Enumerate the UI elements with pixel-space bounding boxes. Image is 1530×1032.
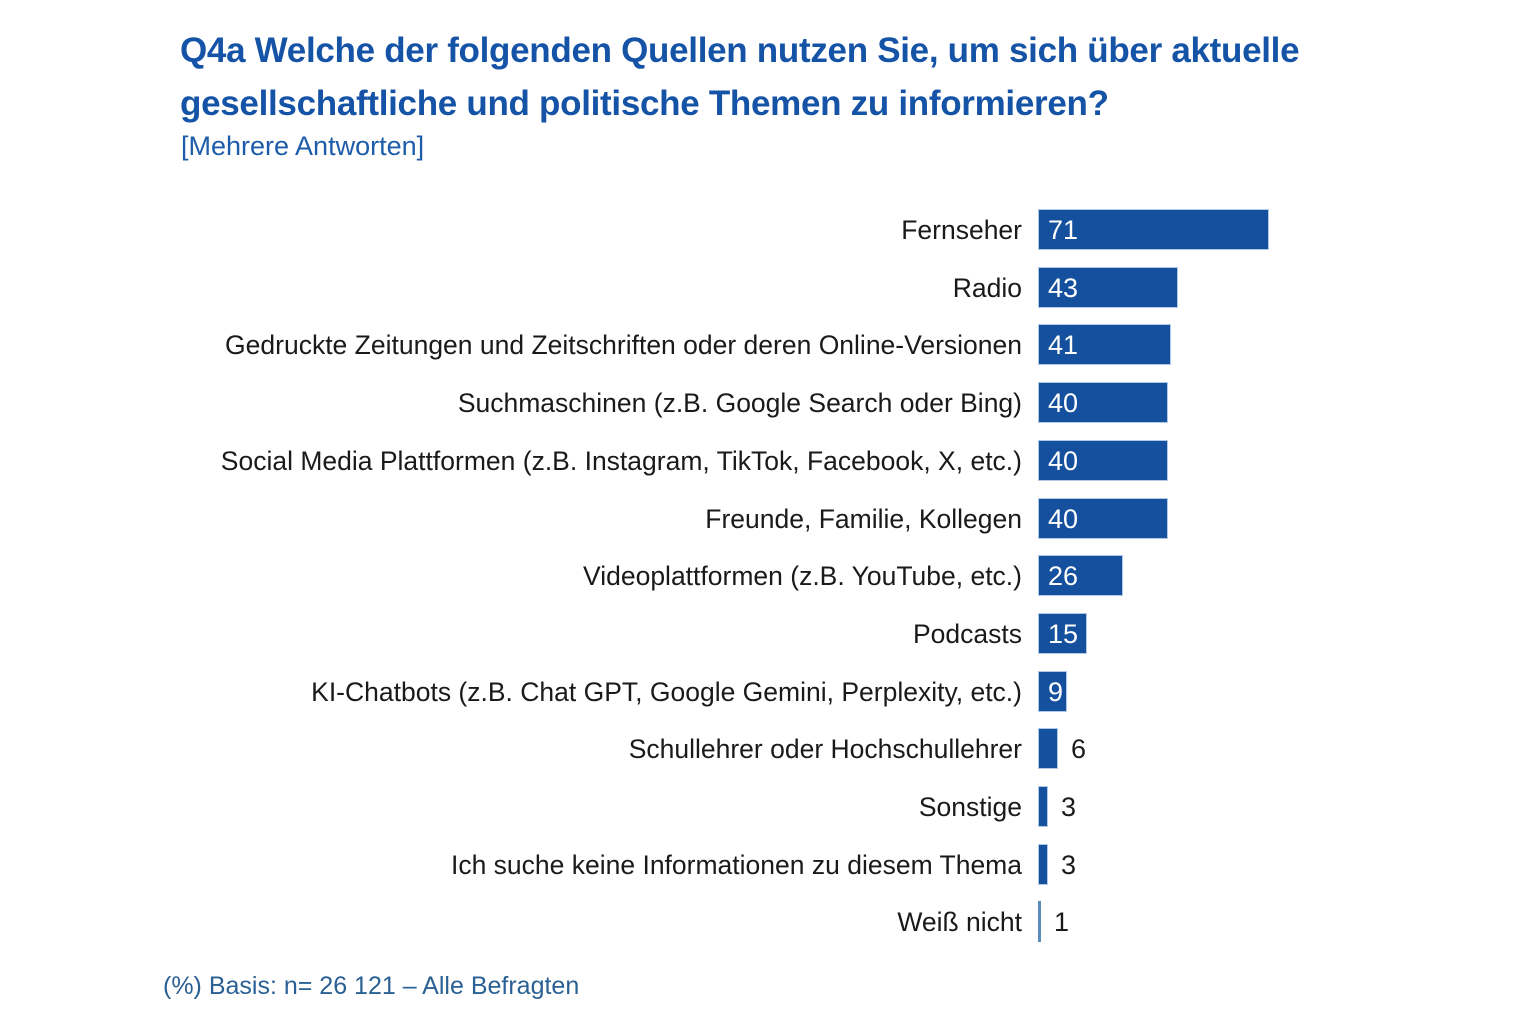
chart-row: Radio 43 bbox=[0, 259, 1530, 317]
value-label: 71 bbox=[1048, 214, 1079, 245]
basis-footnote: (%) Basis: n= 26 121 – Alle Befragten bbox=[163, 972, 580, 1000]
category-label: KI-Chatbots (z.B. Chat GPT, Google Gemin… bbox=[311, 676, 1022, 707]
chart-row: Weiß nicht 1 bbox=[0, 893, 1530, 951]
bar bbox=[1038, 613, 1087, 654]
category-label: Social Media Plattformen (z.B. Instagram… bbox=[220, 445, 1022, 476]
bar bbox=[1038, 786, 1048, 827]
bar bbox=[1038, 555, 1123, 596]
bar bbox=[1038, 844, 1048, 885]
chart-row: Gedruckte Zeitungen und Zeitschriften od… bbox=[0, 316, 1530, 374]
category-label: Radio bbox=[952, 272, 1022, 303]
chart-row: Schullehrer oder Hochschullehrer 6 bbox=[0, 720, 1530, 778]
value-label: 43 bbox=[1048, 272, 1079, 303]
category-label: Schullehrer oder Hochschullehrer bbox=[628, 733, 1022, 764]
chart-title-line1: Q4a Welche der folgenden Quellen nutzen … bbox=[180, 31, 1300, 70]
chart-row: Podcasts 15 bbox=[0, 605, 1530, 663]
bar bbox=[1038, 671, 1067, 712]
category-label: Suchmaschinen (z.B. Google Search oder B… bbox=[457, 387, 1022, 418]
category-label: Weiß nicht bbox=[897, 906, 1022, 937]
bar bbox=[1038, 209, 1269, 250]
category-label: Sonstige bbox=[918, 791, 1022, 822]
chart-row: Freunde, Familie, Kollegen 40 bbox=[0, 490, 1530, 548]
value-label: 1 bbox=[1054, 906, 1070, 937]
chart-row: KI-Chatbots (z.B. Chat GPT, Google Gemin… bbox=[0, 663, 1530, 721]
value-label: 15 bbox=[1048, 618, 1079, 649]
bar bbox=[1038, 901, 1041, 942]
value-label: 41 bbox=[1048, 329, 1079, 360]
chart-title-line2: gesellschaftliche und politische Themen … bbox=[180, 84, 1109, 123]
value-label: 6 bbox=[1071, 733, 1087, 764]
value-label: 40 bbox=[1048, 387, 1079, 418]
bar bbox=[1038, 440, 1168, 481]
bar bbox=[1038, 324, 1171, 365]
chart-row: Ich suche keine Informationen zu diesem … bbox=[0, 836, 1530, 894]
bar bbox=[1038, 382, 1168, 423]
value-label: 40 bbox=[1048, 445, 1079, 476]
category-label: Fernseher bbox=[901, 214, 1022, 245]
bar bbox=[1038, 728, 1058, 769]
chart-row: Sonstige 3 bbox=[0, 778, 1530, 836]
category-label: Freunde, Familie, Kollegen bbox=[705, 503, 1022, 534]
category-label: Gedruckte Zeitungen und Zeitschriften od… bbox=[225, 329, 1022, 360]
value-label: 40 bbox=[1048, 503, 1079, 534]
category-label: Videoplattformen (z.B. YouTube, etc.) bbox=[583, 560, 1022, 591]
value-label: 3 bbox=[1061, 791, 1077, 822]
bar-chart-area: Fernseher 71 Radio 43 Gedruckte Zeitunge… bbox=[0, 201, 1530, 956]
chart-subtitle-note: [Mehrere Antworten] bbox=[181, 131, 425, 161]
value-label: 26 bbox=[1048, 560, 1079, 591]
value-label: 9 bbox=[1048, 676, 1064, 707]
chart-row: Suchmaschinen (z.B. Google Search oder B… bbox=[0, 374, 1530, 432]
chart-title: Q4a Welche der folgenden Quellen nutzen … bbox=[180, 24, 1510, 130]
bar bbox=[1038, 267, 1178, 308]
category-label: Ich suche keine Informationen zu diesem … bbox=[450, 849, 1022, 880]
category-label: Podcasts bbox=[912, 618, 1022, 649]
chart-row: Social Media Plattformen (z.B. Instagram… bbox=[0, 432, 1530, 490]
value-label: 3 bbox=[1061, 849, 1077, 880]
chart-row: Fernseher 71 bbox=[0, 201, 1530, 259]
chart-row: Videoplattformen (z.B. YouTube, etc.) 26 bbox=[0, 547, 1530, 605]
bar bbox=[1038, 498, 1168, 539]
